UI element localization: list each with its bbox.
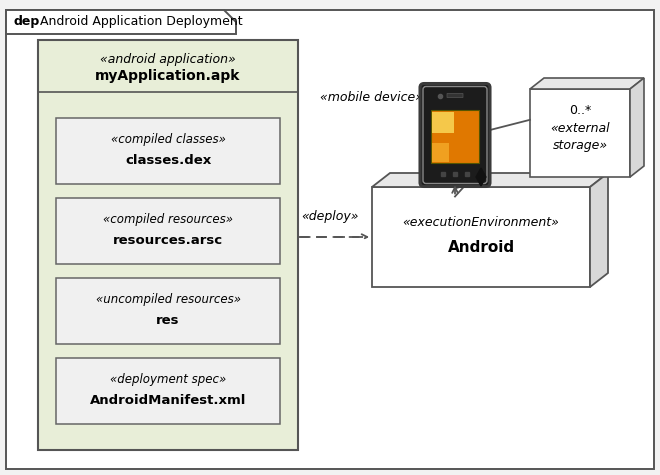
Text: «external: «external bbox=[550, 123, 610, 135]
FancyBboxPatch shape bbox=[530, 89, 630, 177]
Polygon shape bbox=[630, 78, 644, 177]
FancyBboxPatch shape bbox=[420, 84, 490, 187]
Text: Android: Android bbox=[447, 239, 515, 255]
Text: storage»: storage» bbox=[552, 140, 608, 152]
Text: dep: dep bbox=[14, 16, 40, 28]
Text: «android application»: «android application» bbox=[100, 53, 236, 66]
Polygon shape bbox=[6, 10, 236, 34]
FancyBboxPatch shape bbox=[372, 187, 590, 287]
Polygon shape bbox=[590, 173, 608, 287]
Text: AndroidManifest.xml: AndroidManifest.xml bbox=[90, 394, 246, 408]
Text: «uncompiled resources»: «uncompiled resources» bbox=[96, 293, 240, 305]
Text: res: res bbox=[156, 314, 180, 327]
FancyBboxPatch shape bbox=[432, 143, 449, 162]
FancyBboxPatch shape bbox=[56, 278, 280, 344]
Polygon shape bbox=[476, 168, 486, 186]
Text: «mobile device»: «mobile device» bbox=[321, 91, 424, 104]
Text: classes.dex: classes.dex bbox=[125, 154, 211, 167]
Polygon shape bbox=[372, 173, 608, 187]
FancyBboxPatch shape bbox=[56, 118, 280, 184]
Polygon shape bbox=[530, 78, 644, 89]
FancyBboxPatch shape bbox=[432, 112, 453, 133]
Text: «deploy»: «deploy» bbox=[301, 210, 359, 223]
FancyBboxPatch shape bbox=[447, 94, 463, 97]
Text: Android Application Deployment: Android Application Deployment bbox=[36, 16, 243, 28]
Text: myApplication.apk: myApplication.apk bbox=[95, 69, 241, 84]
Text: «deployment spec»: «deployment spec» bbox=[110, 372, 226, 386]
FancyBboxPatch shape bbox=[56, 198, 280, 264]
Text: resources.arsc: resources.arsc bbox=[113, 234, 223, 247]
Text: «compiled classes»: «compiled classes» bbox=[111, 133, 226, 146]
FancyBboxPatch shape bbox=[38, 40, 298, 450]
FancyBboxPatch shape bbox=[6, 10, 654, 469]
Text: «compiled resources»: «compiled resources» bbox=[103, 213, 233, 226]
FancyBboxPatch shape bbox=[56, 358, 280, 424]
FancyBboxPatch shape bbox=[431, 110, 479, 162]
Text: 0..*: 0..* bbox=[569, 104, 591, 117]
Text: «executionEnvironment»: «executionEnvironment» bbox=[403, 217, 560, 229]
